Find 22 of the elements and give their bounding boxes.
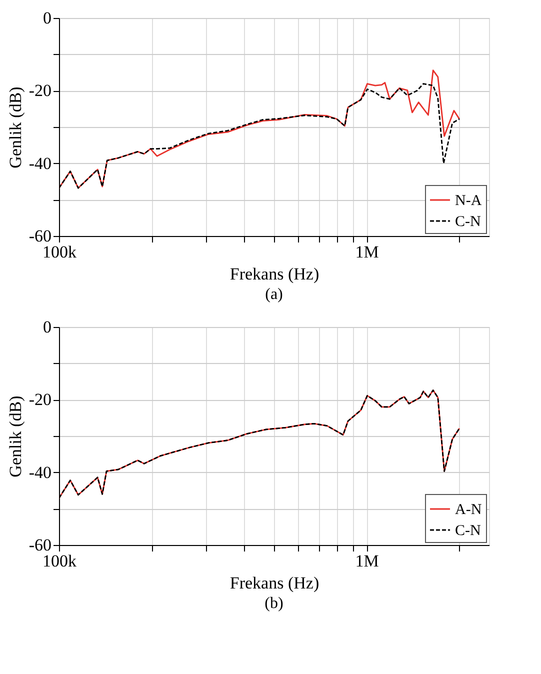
legend-label: A-N <box>455 502 482 518</box>
x-tick-label: 100k <box>42 242 77 262</box>
x-axis-title: Frekans (Hz) <box>230 264 320 284</box>
x-axis-title: Frekans (Hz) <box>230 574 320 592</box>
y-tick-label: -40 <box>28 462 52 482</box>
y-tick-label: -40 <box>28 154 52 173</box>
text: (a) <box>265 286 283 303</box>
y-tick-label: 0 <box>43 8 52 28</box>
y-axis-title: Genlik (dB) <box>6 86 25 168</box>
y-tick-label: 0 <box>43 318 52 336</box>
x-tick-label: 100k <box>42 552 77 570</box>
legend-label: C-N <box>455 214 481 230</box>
text: (b) <box>264 595 284 612</box>
y-tick-label: -20 <box>28 390 52 410</box>
x-tick-label: 1M <box>355 552 379 570</box>
x-tick-label: 1M <box>355 242 379 262</box>
y-axis-title: Genlik (dB) <box>6 396 25 478</box>
legend-label: N-A <box>455 193 482 209</box>
y-tick-label: -60 <box>28 226 52 246</box>
y-tick-label: -20 <box>28 81 52 100</box>
y-tick-label: -60 <box>28 536 52 554</box>
legend-label: C-N <box>455 523 481 539</box>
